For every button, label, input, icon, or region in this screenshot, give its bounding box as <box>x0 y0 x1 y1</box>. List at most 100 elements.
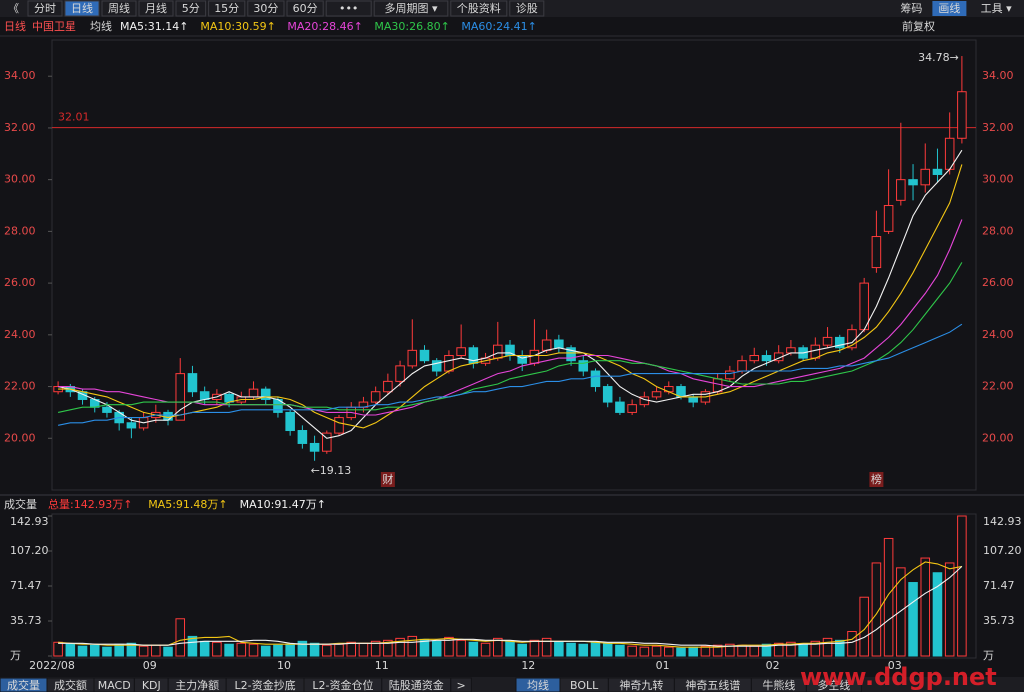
tab-bg[interactable] <box>286 0 324 17</box>
volume-bar <box>322 644 332 657</box>
volume-bar <box>65 643 76 657</box>
volume-bar <box>602 642 613 657</box>
y-tick-label: 107.20 <box>10 544 49 557</box>
tab[interactable]: 主力净额 <box>175 678 219 692</box>
volume-bar <box>138 645 149 657</box>
legend-entry: MA20:28.46↑ <box>287 20 362 33</box>
tab[interactable]: 诊股 <box>516 1 538 15</box>
tab[interactable]: 周线 <box>108 1 130 15</box>
ma-line <box>57 323 963 426</box>
tab-bg[interactable] <box>450 677 472 692</box>
ma-line <box>58 219 963 416</box>
tab[interactable]: KDJ <box>142 679 161 692</box>
y-tick-label: 30.00 <box>4 173 36 186</box>
tab[interactable]: 筹码 <box>900 1 922 15</box>
tab[interactable]: 陆股通资金 <box>389 678 444 692</box>
volume-bar <box>248 643 259 657</box>
y-tick-label: 35.73 <box>10 614 42 627</box>
volume-bar <box>566 642 576 657</box>
tab[interactable]: 个股资料 <box>457 1 501 15</box>
tab[interactable]: 月线 <box>145 1 167 15</box>
tab-bg[interactable] <box>450 0 508 17</box>
candle-body <box>688 396 698 403</box>
tab[interactable]: 神奇九转 <box>619 678 663 692</box>
tab-bg[interactable] <box>101 0 137 17</box>
volume-bar <box>163 646 173 657</box>
tab-bg[interactable] <box>805 677 862 692</box>
tab[interactable]: 成交量 <box>7 678 40 692</box>
tab[interactable]: 分时 <box>34 2 56 15</box>
watermark: www.ddgp.net <box>800 663 997 691</box>
y-tick-label: 142.93 <box>983 515 1022 528</box>
tab[interactable]: L2-资金仓位 <box>312 678 373 692</box>
ma-line <box>57 262 963 413</box>
tab[interactable]: 60分 <box>293 2 318 15</box>
toolbar <box>0 0 1024 17</box>
y-tick-label: 万 <box>10 649 21 662</box>
tab-bg[interactable] <box>64 0 100 17</box>
candle-body <box>554 339 564 349</box>
adjust[interactable]: 前复权 <box>902 19 935 33</box>
y-tick-label: 20.00 <box>4 431 36 444</box>
candle-body <box>920 168 931 186</box>
volume-bar <box>859 596 869 657</box>
candle-body <box>309 442 320 452</box>
tab-bg[interactable] <box>208 0 246 17</box>
volume-bar <box>712 644 723 657</box>
legend-entry: MA5:31.14↑ <box>120 20 188 33</box>
tab-bg[interactable] <box>509 0 545 17</box>
candle-body <box>883 205 894 232</box>
tab[interactable]: 工具 ▾ <box>981 2 1012 15</box>
volume-bar <box>590 641 601 657</box>
y-tick-label: 26.00 <box>4 276 36 289</box>
tab[interactable]: 5分 <box>182 2 200 15</box>
tab-bg[interactable] <box>138 0 174 17</box>
tab[interactable]: MACD <box>98 679 131 692</box>
x-tick-label: 03 <box>888 659 902 672</box>
tab[interactable]: L2-资金抄底 <box>235 678 296 692</box>
tab[interactable]: 30分 <box>253 2 278 15</box>
tab[interactable]: BOLL <box>570 679 599 692</box>
volume-bar <box>932 572 943 657</box>
stock-name: 中国卫星 <box>32 20 76 33</box>
tab[interactable]: 《 <box>8 2 19 15</box>
tab[interactable]: > <box>456 679 465 692</box>
tab-bg[interactable] <box>932 1 967 16</box>
tab-bg[interactable] <box>373 0 449 17</box>
candle-body <box>126 422 137 429</box>
volume-bar <box>151 644 161 657</box>
volume-bar <box>114 643 124 657</box>
tab[interactable]: 画线 <box>938 1 960 15</box>
x-tick-label: 09 <box>143 659 157 672</box>
volume-bar <box>77 645 88 657</box>
candle-body <box>834 336 845 349</box>
candle-body <box>932 168 943 175</box>
volume-bar <box>260 645 271 657</box>
event-label: 榜 <box>871 472 882 486</box>
tab[interactable]: 均线 <box>527 678 549 692</box>
y-tick-label: 28.00 <box>4 224 36 237</box>
tab-bg[interactable] <box>27 0 63 17</box>
tab[interactable]: 多空线 <box>817 678 850 692</box>
volume-bar <box>541 637 552 657</box>
tab[interactable]: 15分 <box>214 2 239 15</box>
candle-body <box>725 370 735 380</box>
tab[interactable]: ••• <box>339 2 358 15</box>
volume-bar <box>346 641 357 657</box>
candle-body <box>285 411 295 432</box>
volume-bar <box>285 643 295 657</box>
volume-bar <box>395 637 405 657</box>
volume-bar <box>554 641 564 657</box>
tab[interactable]: 多周期图 ▾ <box>384 1 437 15</box>
legend-entry: 总量:142.93万↑ <box>48 497 132 511</box>
tab[interactable]: 成交额 <box>54 678 87 692</box>
tab-bg[interactable] <box>175 0 207 17</box>
tab[interactable]: 日线 <box>71 1 93 15</box>
tab[interactable]: 牛熊线 <box>762 678 795 692</box>
candle-body <box>444 355 454 372</box>
ma-line <box>58 565 963 647</box>
tab-bg[interactable] <box>325 0 372 17</box>
tab-bg[interactable] <box>247 0 285 17</box>
tab[interactable]: 神奇五线谱 <box>685 678 740 692</box>
